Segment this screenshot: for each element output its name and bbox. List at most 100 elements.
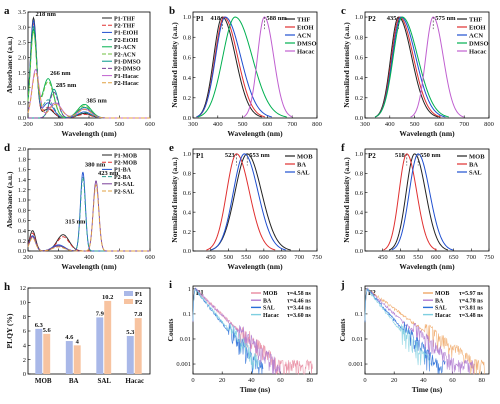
x-axis-label: Wavelength (nm)	[399, 129, 455, 138]
bar-value-label: 5.3	[126, 329, 135, 336]
series-line	[383, 153, 437, 251]
legend-lifetime: τ=3.60 ns	[287, 313, 312, 319]
y-tick-label: 0.5	[18, 100, 26, 107]
x-tick-label: 550	[241, 254, 251, 261]
legend-entry: DMSO	[469, 40, 489, 47]
y-tick-label: 0.6	[183, 55, 192, 62]
bar	[134, 318, 142, 374]
series-line	[364, 288, 446, 375]
y-tick-label: 0.6	[355, 190, 364, 197]
bar-value-label: 5.6	[43, 327, 52, 334]
panel-inner-label: P1	[196, 152, 204, 160]
annotation: 418	[211, 15, 222, 22]
series-line	[243, 16, 293, 118]
series-line	[27, 25, 150, 119]
legend-swatch	[124, 291, 133, 296]
y-tick-label: 0.8	[18, 207, 26, 214]
y-tick-label: 1.5	[18, 70, 26, 77]
series-line	[27, 30, 150, 119]
panel-label: e	[169, 142, 174, 154]
y-tick-label: 2.0	[18, 146, 26, 153]
legend-entry: BA	[297, 161, 306, 168]
y-tick-label: 2	[23, 357, 26, 364]
panel-label: h	[4, 281, 10, 293]
panel-label: i	[169, 279, 172, 291]
x-tick-label: 500	[238, 121, 248, 128]
x-axis-label: Wavelength (nm)	[399, 262, 455, 271]
y-tick-label: 1.0	[18, 85, 26, 92]
y-tick-label: 1.8	[18, 156, 26, 163]
chart-panel-e: 0.0 0.2 0.4 0.6 0.8 1.0 450 500 550 600 650 700 750 W…	[169, 142, 322, 271]
y-tick-label: 0.2	[355, 229, 363, 236]
bar-value-label: 4.6	[65, 334, 74, 341]
panel-label: j	[340, 279, 345, 291]
x-tick-label: 500	[410, 121, 420, 128]
category-label: Hacac	[125, 377, 144, 385]
y-tick-label: 0.4	[355, 209, 364, 216]
annotation: 315 nm	[65, 219, 86, 226]
y-tick-label: 0.1	[355, 311, 363, 318]
series-line	[210, 153, 291, 251]
y-tick-label: 0.4	[18, 228, 27, 235]
legend-entry: MOB	[297, 153, 313, 160]
x-tick-label: 600	[145, 121, 155, 128]
legend-entry: EtOH	[469, 24, 486, 31]
x-tick-label: 300	[360, 121, 370, 128]
series-line	[410, 16, 464, 118]
plot-frame	[364, 148, 490, 252]
y-tick-label: 0.0	[355, 115, 363, 122]
legend-entry: P1	[135, 291, 142, 298]
y-tick-label: 0.001	[176, 361, 191, 368]
legend-entry: BA	[469, 161, 478, 168]
y-tick-label: 0.001	[348, 361, 363, 368]
x-axis-label: Wavelength (nm)	[61, 129, 117, 138]
annotation: 380 nm	[85, 161, 106, 168]
y-tick-label: 6	[23, 328, 27, 335]
series-line	[27, 184, 150, 252]
category-label: BA	[69, 377, 79, 385]
annotation: 266 nm	[50, 70, 71, 77]
annotation: 218 nm	[35, 11, 56, 18]
y-tick-label: 1.0	[18, 197, 26, 204]
x-axis-label: Time (ns)	[412, 385, 443, 394]
x-tick-label: 750	[484, 254, 494, 261]
legend-entry: P2	[135, 299, 142, 306]
y-tick-label: 0.6	[18, 218, 27, 225]
y-axis-label: Counts	[338, 318, 347, 341]
x-tick-label: 500	[396, 254, 406, 261]
y-tick-label: 0.2	[18, 238, 26, 245]
y-tick-label: 0.0	[18, 115, 26, 122]
x-tick-label: 80	[306, 377, 313, 384]
legend-entry: Hacac	[469, 48, 486, 55]
annotation: 435	[387, 15, 398, 22]
legend-entry: P2-DMSO	[114, 67, 141, 73]
y-tick-label: 2.0	[18, 55, 26, 62]
legend-entry: P1-SAL	[114, 182, 134, 188]
bar	[126, 336, 134, 374]
x-tick-label: 400	[385, 121, 395, 128]
panel-label: d	[4, 142, 10, 154]
x-tick-label: 300	[54, 254, 64, 261]
bar-value-label: 6.3	[35, 322, 44, 329]
series-line	[196, 16, 263, 118]
legend-entry: P2-THF	[114, 24, 135, 30]
legend-entry: SAL	[297, 169, 310, 176]
legend-entry: ACN	[297, 32, 311, 39]
y-tick-label: 0.4	[183, 75, 192, 82]
legend-lifetime: τ=4.58 ns	[287, 291, 312, 297]
y-tick-label: 1.0	[355, 14, 363, 21]
series-line	[374, 16, 449, 118]
panel-inner-label: P1	[196, 15, 204, 23]
y-tick-label: 0.0	[183, 115, 191, 122]
series-line	[192, 288, 264, 375]
x-tick-label: 200	[23, 254, 33, 261]
x-tick-label: 700	[294, 254, 304, 261]
legend-entry: MOB	[469, 153, 485, 160]
y-tick-label: 1	[360, 286, 363, 293]
annotation: 575 nm	[435, 15, 456, 22]
plot-frame	[364, 285, 490, 375]
y-tick-label: 1.0	[355, 151, 363, 158]
x-tick-label: 600	[435, 121, 445, 128]
